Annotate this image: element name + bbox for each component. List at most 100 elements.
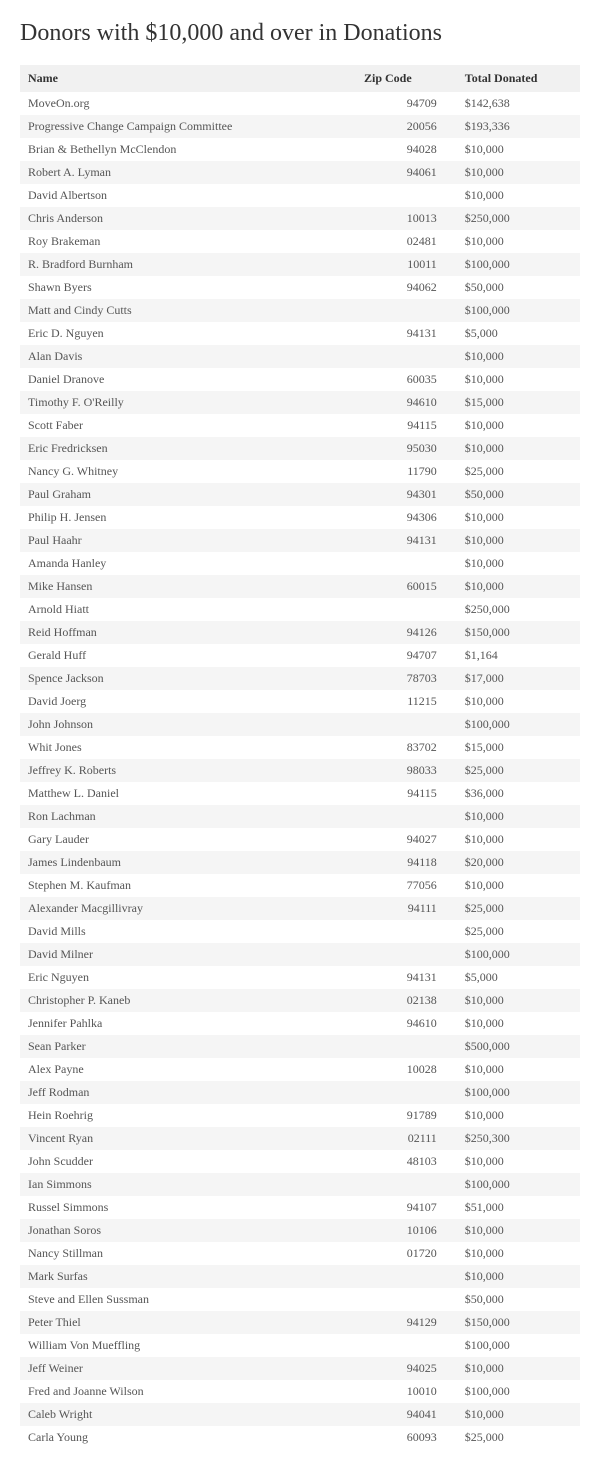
table-row: Mike Hansen60015$10,000: [20, 575, 580, 598]
cell-zip: 94131: [356, 322, 457, 345]
cell-zip: 10106: [356, 1219, 457, 1242]
table-row: Matt and Cindy Cutts$100,000: [20, 299, 580, 322]
cell-zip: [356, 1173, 457, 1196]
table-row: Arnold Hiatt$250,000: [20, 598, 580, 621]
table-row: Peter Thiel94129$150,000: [20, 1311, 580, 1334]
cell-total: $150,000: [457, 621, 580, 644]
cell-total: $25,000: [457, 460, 580, 483]
cell-total: $10,000: [457, 1357, 580, 1380]
cell-zip: [356, 552, 457, 575]
cell-name: Roy Brakeman: [20, 230, 356, 253]
cell-total: $36,000: [457, 782, 580, 805]
table-row: Steve and Ellen Sussman$50,000: [20, 1288, 580, 1311]
cell-name: Fred and Joanne Wilson: [20, 1380, 356, 1403]
table-row: Mark Surfas$10,000: [20, 1265, 580, 1288]
cell-total: $25,000: [457, 1426, 580, 1449]
cell-name: Paul Haahr: [20, 529, 356, 552]
column-header-total: Total Donated: [457, 65, 580, 92]
cell-zip: 01720: [356, 1242, 457, 1265]
cell-total: $20,000: [457, 851, 580, 874]
cell-name: David Albertson: [20, 184, 356, 207]
cell-name: David Mills: [20, 920, 356, 943]
cell-total: $5,000: [457, 966, 580, 989]
table-row: Eric Nguyen94131$5,000: [20, 966, 580, 989]
cell-name: Jeffrey K. Roberts: [20, 759, 356, 782]
table-row: Jennifer Pahlka94610$10,000: [20, 1012, 580, 1035]
table-row: Robert A. Lyman94061$10,000: [20, 161, 580, 184]
cell-name: Caleb Wright: [20, 1403, 356, 1426]
cell-total: $15,000: [457, 391, 580, 414]
cell-zip: 10013: [356, 207, 457, 230]
cell-zip: 94707: [356, 644, 457, 667]
cell-zip: 94131: [356, 966, 457, 989]
cell-name: John Scudder: [20, 1150, 356, 1173]
cell-zip: [356, 713, 457, 736]
cell-total: $10,000: [457, 575, 580, 598]
cell-zip: 10011: [356, 253, 457, 276]
table-row: Roy Brakeman02481$10,000: [20, 230, 580, 253]
column-header-zip: Zip Code: [356, 65, 457, 92]
cell-name: Shawn Byers: [20, 276, 356, 299]
table-row: Spence Jackson78703$17,000: [20, 667, 580, 690]
cell-name: Jennifer Pahlka: [20, 1012, 356, 1035]
cell-zip: 02481: [356, 230, 457, 253]
table-row: Christopher P. Kaneb02138$10,000: [20, 989, 580, 1012]
cell-name: Stephen M. Kaufman: [20, 874, 356, 897]
cell-total: $10,000: [457, 184, 580, 207]
cell-name: Mark Surfas: [20, 1265, 356, 1288]
cell-name: Gary Lauder: [20, 828, 356, 851]
cell-zip: 94025: [356, 1357, 457, 1380]
cell-total: $10,000: [457, 1150, 580, 1173]
cell-zip: 11790: [356, 460, 457, 483]
cell-total: $100,000: [457, 1334, 580, 1357]
cell-name: Alex Payne: [20, 1058, 356, 1081]
cell-total: $25,000: [457, 759, 580, 782]
cell-zip: 02138: [356, 989, 457, 1012]
cell-name: Philip H. Jensen: [20, 506, 356, 529]
cell-total: $10,000: [457, 529, 580, 552]
table-row: Russel Simmons94107$51,000: [20, 1196, 580, 1219]
table-row: Eric D. Nguyen94131$5,000: [20, 322, 580, 345]
table-row: Paul Haahr94131$10,000: [20, 529, 580, 552]
table-row: Hein Roehrig91789$10,000: [20, 1104, 580, 1127]
cell-name: Sean Parker: [20, 1035, 356, 1058]
donors-table: Name Zip Code Total Donated MoveOn.org94…: [20, 65, 580, 1449]
cell-name: Alexander Macgillivray: [20, 897, 356, 920]
cell-total: $10,000: [457, 989, 580, 1012]
cell-total: $10,000: [457, 138, 580, 161]
cell-total: $142,638: [457, 92, 580, 115]
table-row: Jeff Rodman$100,000: [20, 1081, 580, 1104]
cell-zip: 94062: [356, 276, 457, 299]
table-row: MoveOn.org94709$142,638: [20, 92, 580, 115]
cell-name: Russel Simmons: [20, 1196, 356, 1219]
table-row: Gerald Huff94707$1,164: [20, 644, 580, 667]
cell-name: Hein Roehrig: [20, 1104, 356, 1127]
table-row: R. Bradford Burnham10011$100,000: [20, 253, 580, 276]
cell-name: Brian & Bethellyn McClendon: [20, 138, 356, 161]
table-row: Brian & Bethellyn McClendon94028$10,000: [20, 138, 580, 161]
table-row: Alex Payne10028$10,000: [20, 1058, 580, 1081]
cell-total: $193,336: [457, 115, 580, 138]
cell-total: $100,000: [457, 253, 580, 276]
table-row: Carla Young60093$25,000: [20, 1426, 580, 1449]
table-row: Philip H. Jensen94306$10,000: [20, 506, 580, 529]
cell-total: $51,000: [457, 1196, 580, 1219]
cell-total: $10,000: [457, 368, 580, 391]
table-row: David Mills$25,000: [20, 920, 580, 943]
table-row: Eric Fredricksen95030$10,000: [20, 437, 580, 460]
cell-zip: 78703: [356, 667, 457, 690]
table-row: David Joerg11215$10,000: [20, 690, 580, 713]
cell-total: $10,000: [457, 506, 580, 529]
cell-zip: 60093: [356, 1426, 457, 1449]
table-row: Vincent Ryan02111$250,300: [20, 1127, 580, 1150]
table-row: Amanda Hanley$10,000: [20, 552, 580, 575]
cell-name: Eric Nguyen: [20, 966, 356, 989]
cell-zip: [356, 920, 457, 943]
cell-total: $10,000: [457, 1058, 580, 1081]
table-row: Fred and Joanne Wilson10010$100,000: [20, 1380, 580, 1403]
cell-name: Amanda Hanley: [20, 552, 356, 575]
cell-total: $10,000: [457, 828, 580, 851]
cell-zip: [356, 345, 457, 368]
cell-name: Mike Hansen: [20, 575, 356, 598]
cell-zip: 60015: [356, 575, 457, 598]
